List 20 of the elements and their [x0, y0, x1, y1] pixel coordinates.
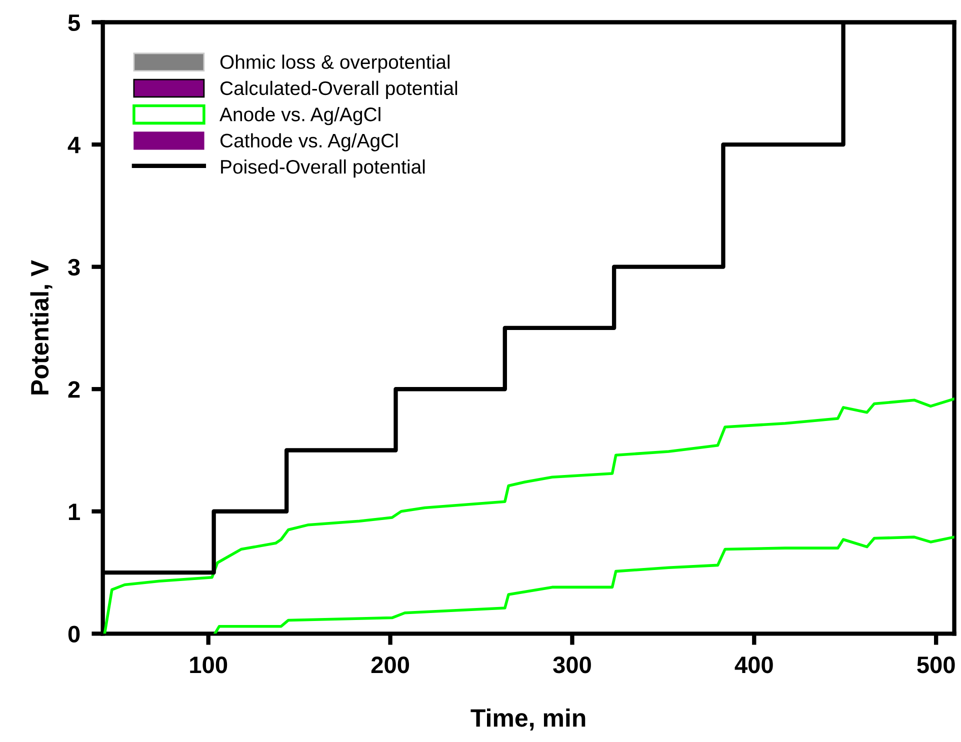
x-tick-label: 400 [734, 656, 773, 674]
legend-label: Poised-Overall potential [221, 159, 425, 178]
y-tick-label: 1 [68, 504, 80, 520]
y-tick-label: 3 [68, 258, 80, 276]
y-tick-label: 0 [68, 626, 80, 642]
y-tick-label: 2 [68, 381, 80, 398]
y-axis-title: Potential, V [30, 260, 52, 394]
y-tick-label: 4 [68, 136, 80, 154]
x-tick-label: 500 [917, 656, 955, 674]
y-tick-label: 5 [68, 14, 80, 32]
legend-label: Ohmic loss & overpotential [220, 54, 450, 73]
x-tick-label: 200 [371, 656, 410, 674]
legend-label: Anode vs. Ag/AgCl [220, 107, 380, 126]
x-axis-title: Time, min [470, 708, 586, 730]
legend-label: Calculated-Overall potential [220, 80, 458, 99]
x-tick-label: 100 [190, 656, 228, 674]
x-tick-label: 300 [553, 656, 591, 674]
line-series [214, 536, 954, 634]
legend-label: Cathode vs. Ag/AgCl [220, 133, 398, 152]
line-series [103, 397, 954, 634]
